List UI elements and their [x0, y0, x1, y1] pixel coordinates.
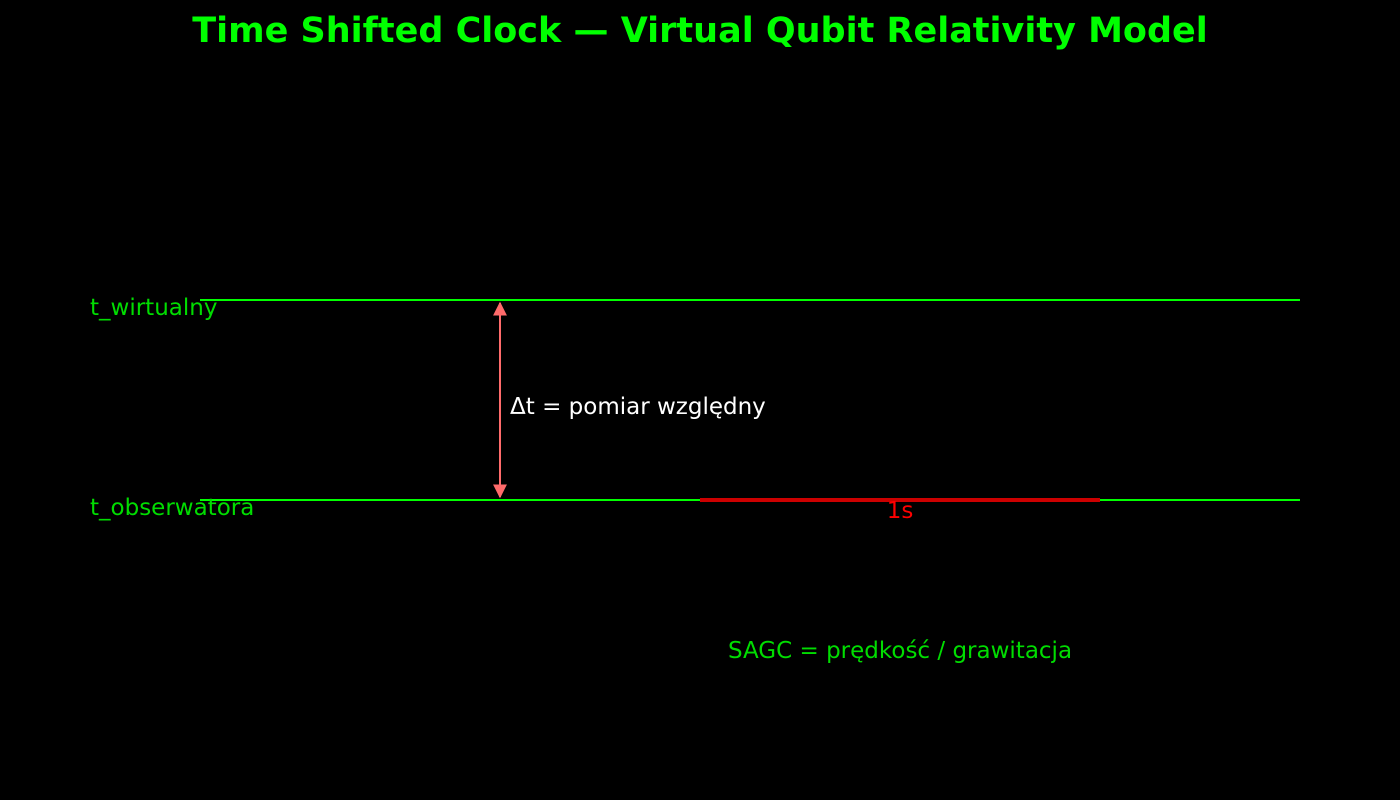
delta-label: Δt = pomiar względny — [510, 394, 766, 420]
unit-segment-label: 1s — [887, 498, 914, 524]
diagram-title: Time Shifted Clock — Virtual Qubit Relat… — [192, 11, 1208, 51]
sagc-formula: SAGC = prędkość / grawitacja — [728, 638, 1072, 664]
virtual-timeline-label: t_wirtualny — [90, 295, 217, 321]
observer-timeline-label: t_obserwatora — [90, 495, 254, 521]
